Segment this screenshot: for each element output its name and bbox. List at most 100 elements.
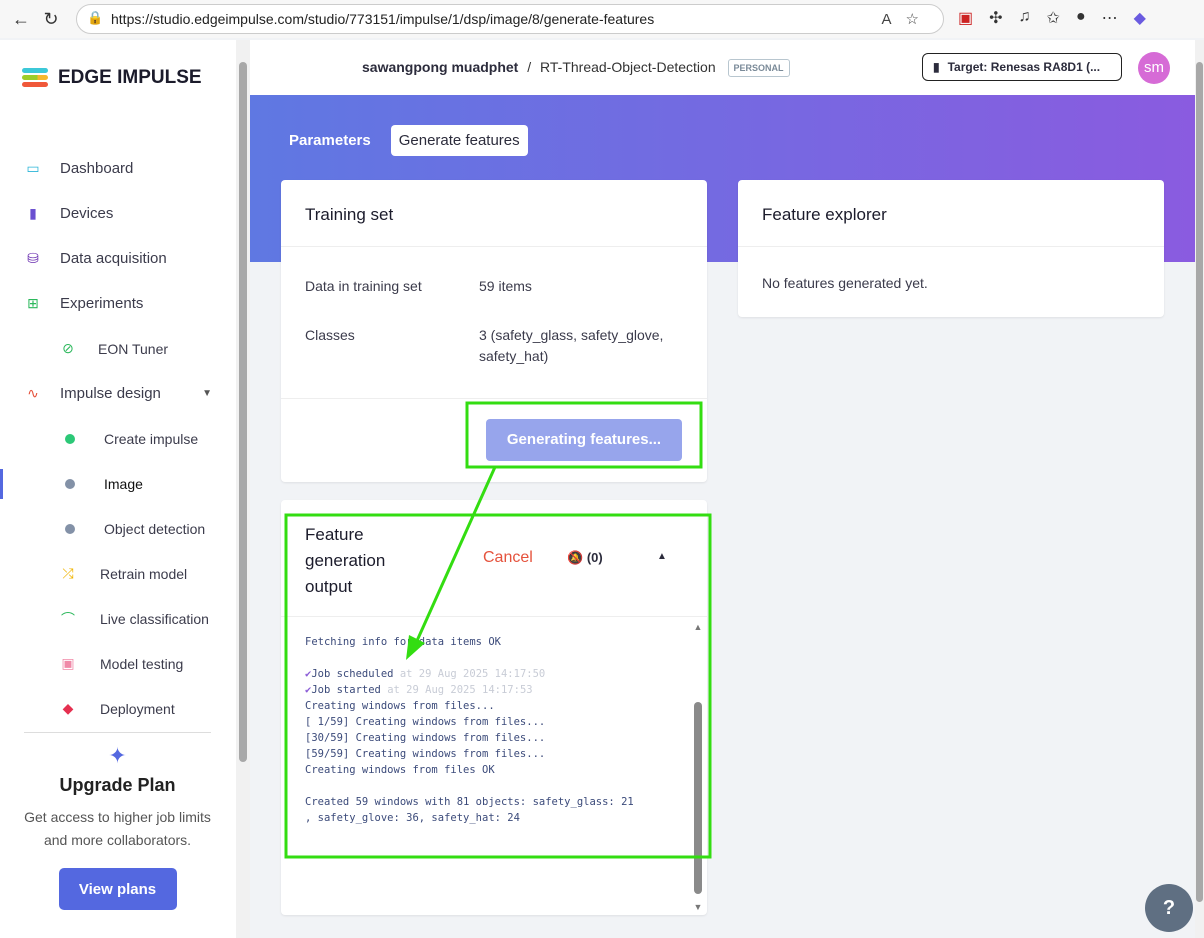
- sidebar-item-retrain-model[interactable]: ⤮ Retrain model: [0, 551, 236, 596]
- copilot-icon[interactable]: ◆: [1133, 10, 1146, 27]
- label: Create impulse: [104, 430, 199, 447]
- log-line: [59/59] Creating windows from files...: [305, 748, 546, 760]
- target-button[interactable]: ▮ Target: Renesas RA8D1 (...: [922, 53, 1122, 81]
- collapse-icon[interactable]: ▲: [657, 551, 667, 562]
- favorites-icon[interactable]: ✩: [1046, 10, 1060, 27]
- training-set-card: Training set Data in training set 59 item…: [281, 180, 707, 482]
- personal-badge: PERSONAL: [727, 59, 790, 77]
- row-label: Data in training set: [305, 278, 422, 294]
- sidebar-item-model-testing[interactable]: ▣ Model testing: [0, 641, 236, 686]
- sidebar-item-create-impulse[interactable]: Create impulse: [0, 416, 236, 461]
- breadcrumb-user[interactable]: sawangpong muadphet: [362, 59, 519, 75]
- log-timestamp: at 29 Aug 2025 14:17:50: [393, 668, 546, 680]
- box-icon: ◆: [62, 700, 74, 716]
- signal-icon: ⌒: [61, 610, 75, 627]
- grid-icon: ⊞: [27, 295, 39, 311]
- row-value: 59 items: [479, 278, 532, 294]
- notif-count: (0): [586, 550, 603, 565]
- pulse-icon: ∿: [27, 385, 39, 401]
- sidebar-item-object-detection[interactable]: Object detection: [0, 506, 236, 551]
- chip-icon: ▮: [29, 205, 37, 221]
- shuffle-icon: ⤮: [62, 565, 74, 581]
- sidebar-item-dashboard[interactable]: ▭ Dashboard: [0, 146, 236, 191]
- page-scrollbar[interactable]: [1195, 40, 1204, 938]
- sidebar-nav: ▭ Dashboard ▮ Devices ⛁ Data acquisition ⊞ E…: [0, 146, 236, 731]
- label: Image: [104, 475, 143, 492]
- sidebar: EDGE IMPULSE ▭ Dashboard ▮ Devices ⛁ Data a…: [0, 40, 236, 938]
- sidebar-item-deployment[interactable]: ◆ Deployment: [0, 686, 236, 731]
- dot-icon: [60, 521, 80, 537]
- generating-features-button[interactable]: Generating features...: [486, 419, 682, 461]
- dot-icon: [60, 431, 80, 447]
- sidebar-item-devices[interactable]: ▮ Devices: [0, 191, 236, 236]
- log-line: Created 59 windows with 81 objects: safe…: [305, 796, 634, 808]
- log-line: Creating windows from files OK: [305, 764, 495, 776]
- sidebar-item-data-acquisition[interactable]: ⛁ Data acquisition: [0, 236, 236, 281]
- logo-icon: [22, 66, 48, 89]
- tab-parameters[interactable]: Parameters: [289, 132, 371, 149]
- upgrade-title: Upgrade Plan: [59, 775, 176, 795]
- label: Impulse design: [60, 385, 161, 402]
- sidebar-item-image[interactable]: Image: [0, 461, 236, 506]
- more-icon[interactable]: ⋯: [1101, 10, 1118, 27]
- card-title: Feature explorer: [762, 205, 887, 224]
- chevron-down-icon[interactable]: ▼: [202, 388, 212, 399]
- breadcrumb-project[interactable]: RT-Thread-Object-Detection: [540, 59, 716, 75]
- puzzle-icon[interactable]: ✣: [989, 10, 1003, 27]
- label: Live classification: [100, 610, 209, 627]
- sidebar-item-live-classification[interactable]: ⌒ Live classification: [0, 596, 236, 641]
- profile-icon[interactable]: ●: [1075, 8, 1086, 25]
- breadcrumb-separator: /: [527, 59, 532, 75]
- log-scrollbar[interactable]: ▲ ▼: [693, 622, 703, 912]
- feature-output-card: Feature generation output Cancel 🔕 (0) ▲…: [281, 500, 707, 915]
- help-button[interactable]: ?: [1145, 884, 1193, 932]
- avatar[interactable]: sm: [1138, 52, 1170, 84]
- annotation-arrowhead: [406, 635, 425, 660]
- url-text: https://studio.edgeimpulse.com/studio/77…: [111, 11, 655, 27]
- sidebar-item-eon-tuner[interactable]: ⊘ EON Tuner: [0, 326, 236, 371]
- notifications-toggle[interactable]: 🔕 (0): [567, 550, 603, 566]
- annotation-box-output: [284, 513, 712, 859]
- check-icon: ✔: [305, 684, 312, 696]
- feature-explorer-card: Feature explorer No features generated y…: [738, 180, 1164, 317]
- log-line: [30/59] Creating windows from files...: [305, 732, 546, 744]
- log-line: , safety_glove: 36, safety_hat: 24: [305, 812, 520, 824]
- read-aloud-favorite-icons[interactable]: A☆: [881, 11, 933, 28]
- back-icon[interactable]: ←: [12, 8, 30, 29]
- tab-generate-features[interactable]: Generate features: [390, 125, 528, 156]
- label: Experiments: [60, 295, 144, 312]
- database-icon: ⛁: [27, 250, 39, 266]
- label: Deployment: [100, 700, 175, 717]
- dot-icon: [60, 476, 80, 492]
- annotation-arrow: [414, 466, 497, 644]
- log-line: Job scheduled: [311, 668, 394, 680]
- row-label: Classes: [305, 327, 355, 343]
- label: Data acquisition: [60, 250, 167, 267]
- address-bar[interactable]: 🔒 https://studio.edgeimpulse.com/studio/…: [76, 4, 944, 34]
- sidebar-item-experiments[interactable]: ⊞ Experiments: [0, 281, 236, 326]
- label: Object detection: [104, 520, 206, 537]
- sidebar-item-impulse-design[interactable]: ∿ Impulse design ▼: [0, 371, 236, 416]
- header: sawangpong muadphet / RT-Thread-Object-D…: [250, 40, 1195, 95]
- extension-icon[interactable]: ▣: [958, 10, 974, 27]
- row-value: 3 (safety_glass, safety_glove, safety_ha…: [479, 327, 664, 364]
- reload-icon[interactable]: ↻: [43, 8, 59, 29]
- bell-off-icon: 🔕: [567, 550, 584, 565]
- breadcrumb: sawangpong muadphet / RT-Thread-Object-D…: [362, 59, 790, 77]
- cancel-button[interactable]: Cancel: [483, 549, 533, 566]
- label: EON Tuner: [98, 340, 169, 357]
- card-title: Feature generation output: [305, 525, 386, 596]
- sidebar-scrollbar[interactable]: [236, 40, 250, 938]
- music-icon[interactable]: ♫: [1018, 8, 1031, 25]
- card-title: Training set: [305, 205, 394, 224]
- logo[interactable]: EDGE IMPULSE: [22, 66, 202, 89]
- logo-text: EDGE IMPULSE: [58, 66, 202, 88]
- output-log: Fetching info for data items OK ✔Job sch…: [305, 634, 634, 826]
- view-plans-button[interactable]: View plans: [58, 868, 177, 910]
- target-label: Target: Renesas RA8D1 (...: [947, 60, 1101, 74]
- compass-icon: ⊘: [62, 340, 74, 356]
- check-icon: ✔: [305, 668, 312, 680]
- chip-icon: ▮: [933, 60, 940, 74]
- annotation-box-button: [465, 401, 703, 469]
